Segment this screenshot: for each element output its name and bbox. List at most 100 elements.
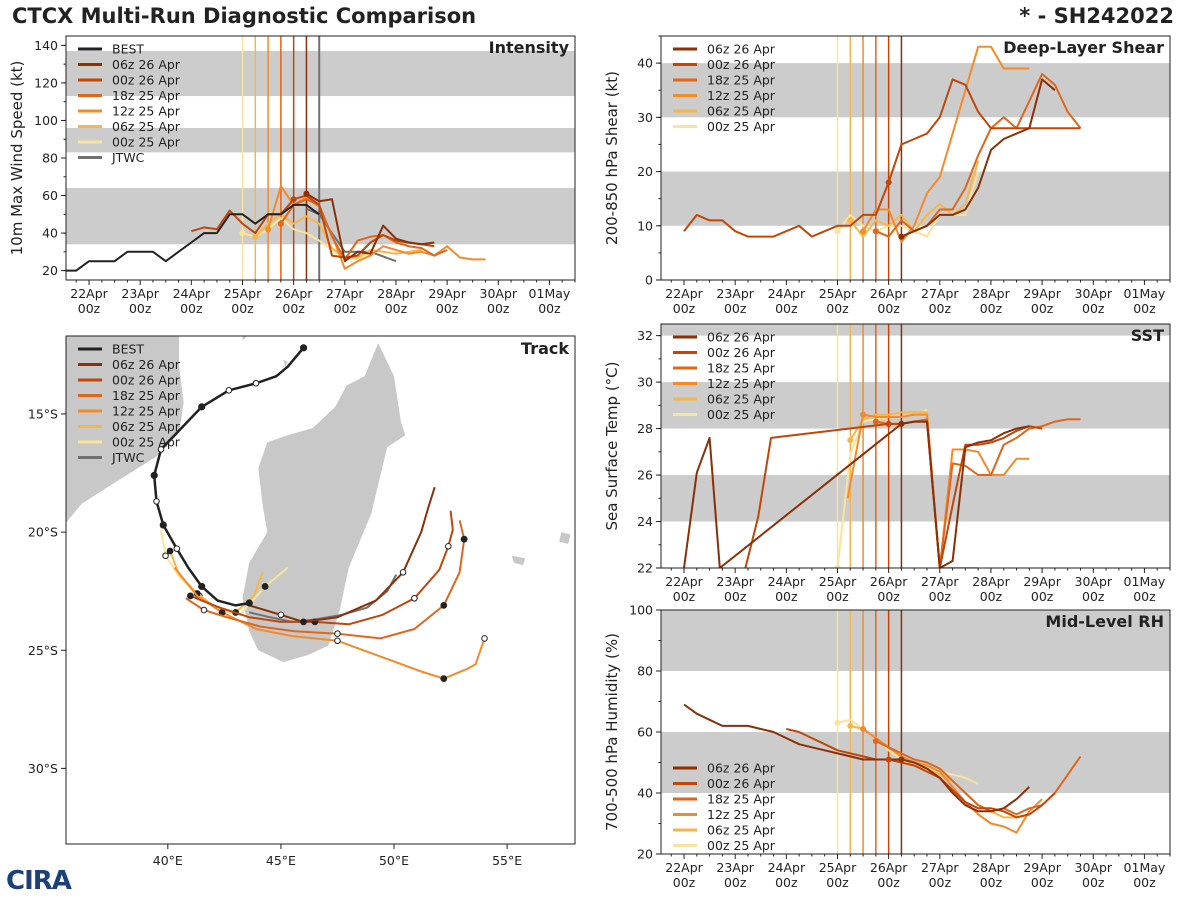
sst-legend-label-18z-25-apr: 18z 25 Apr — [707, 361, 776, 376]
rh-y-tick-label: 80 — [637, 664, 653, 679]
rh-y-tick-label: 60 — [637, 725, 653, 740]
storm-id: * - SH242022 — [1019, 4, 1174, 28]
sst-x-tick-label-hour: 00z — [929, 589, 952, 604]
sst-legend-label-00z-25-apr: 00z 25 Apr — [707, 407, 776, 422]
rh-x-tick-label-hour: 00z — [1133, 875, 1156, 890]
track-legend-label-12z-25-apr: 12z 25 Apr — [112, 404, 181, 419]
track-point-filled-00z-25-apr — [261, 583, 269, 590]
rh-legend-label-06z-26-apr: 06z 26 Apr — [707, 761, 776, 776]
intensity-x-tick-label-day: 26Apr — [275, 286, 313, 301]
best-track-point-filled — [159, 521, 167, 529]
shear-x-tick-label-day: 25Apr — [819, 286, 857, 301]
shear-x-tick-label-hour: 00z — [673, 301, 696, 316]
shear-x-tick-label-hour: 00z — [724, 301, 747, 316]
rh-panel: 22Apr00z23Apr00z24Apr00z25Apr00z26Apr00z… — [603, 603, 1171, 890]
intensity-legend-label-00z-26-apr: 00z 26 Apr — [112, 73, 181, 88]
intensity-y-tick-label: 120 — [34, 75, 58, 90]
shear-x-tick-label-hour: 00z — [1082, 301, 1105, 316]
intensity-band-2 — [66, 51, 575, 97]
intensity-init-point-00z-25-apr — [239, 230, 246, 237]
best-track-point-open — [173, 545, 181, 552]
sst-x-tick-label-hour: 00z — [1133, 589, 1156, 604]
best-track-point-filled — [198, 582, 206, 591]
track-point-filled-12z-25-apr — [218, 609, 226, 616]
shear-x-tick-label-hour: 00z — [826, 301, 849, 316]
intensity-legend-label-18z-25-apr: 18z 25 Apr — [112, 88, 181, 103]
track-legend-label-jtwc: JTWC — [111, 450, 145, 465]
intensity-legend-label-06z-25-apr: 06z 25 Apr — [112, 119, 181, 134]
rh-series-00z-26-apr — [786, 728, 1056, 819]
intensity-legend-label-12z-25-apr: 12z 25 Apr — [112, 104, 181, 119]
sst-x-tick-label-day: 28Apr — [972, 574, 1010, 589]
rh-init-point-18z-25-apr — [872, 738, 879, 745]
shear-y-tick-label: 0 — [645, 273, 653, 288]
intensity-y-tick-label: 140 — [34, 38, 58, 53]
sst-frame — [660, 323, 1171, 569]
shear-legend-label-18z-25-apr: 18z 25 Apr — [707, 73, 776, 88]
track-y-tick-label: 15°S — [28, 406, 58, 421]
shear-init-point-18z-25-apr — [872, 228, 879, 235]
intensity-x-tick-label-hour: 00z — [282, 301, 305, 316]
shear-panel: 22Apr00z23Apr00z24Apr00z25Apr00z26Apr00z… — [603, 35, 1171, 316]
shear-legend-label-12z-25-apr: 12z 25 Apr — [707, 88, 776, 103]
intensity-x-tick-label-hour: 00z — [231, 301, 254, 316]
track-legend-label-06z-25-apr: 06z 25 Apr — [112, 419, 181, 434]
rh-legend-label-18z-25-apr: 18z 25 Apr — [707, 792, 776, 807]
shear-legend-label-00z-25-apr: 00z 25 Apr — [707, 119, 776, 134]
track-legend-label-06z-26-apr: 06z 26 Apr — [112, 357, 181, 372]
rh-x-tick-label-day: 30Apr — [1075, 860, 1113, 875]
shear-x-tick-label-hour: 00z — [929, 301, 952, 316]
shear-init-point-06z-26-apr — [898, 233, 905, 240]
sst-y-tick-label: 26 — [637, 468, 653, 483]
intensity-init-point-06z-25-apr — [252, 233, 259, 240]
best-track-point-open — [225, 387, 233, 394]
figure-title: CTCX Multi-Run Diagnostic Comparison — [12, 4, 477, 28]
best-track-point-filled — [299, 344, 308, 352]
sst-x-tick-label-hour: 00z — [1082, 589, 1105, 604]
intensity-init-point-12z-25-apr — [265, 226, 272, 233]
track-legend-label-18z-25-apr: 18z 25 Apr — [112, 388, 181, 403]
shear-x-tick-label-hour: 00z — [1031, 301, 1054, 316]
shear-series-00z-26-apr — [683, 78, 1081, 238]
track-point-open-00z-26-apr — [411, 594, 418, 602]
intensity-x-tick-label-hour: 00z — [436, 301, 459, 316]
shear-x-tick-label-hour: 00z — [980, 301, 1003, 316]
land-mauritius — [559, 532, 571, 544]
rh-x-tick-label-hour: 00z — [775, 875, 798, 890]
intensity-series-18z-25-apr — [280, 198, 448, 261]
sst-x-tick-label-day: 29Apr — [1023, 574, 1061, 589]
rh-series-06z-26-apr — [683, 703, 1030, 813]
intensity-legend-label-best: BEST — [112, 42, 144, 57]
shear-frame — [660, 35, 1171, 281]
shear-y-tick-label: 20 — [637, 164, 653, 179]
land-mozambique — [66, 336, 184, 523]
rh-legend-label-00z-25-apr: 00z 25 Apr — [707, 838, 776, 853]
rh-x-tick-label-day: 23Apr — [716, 860, 754, 875]
shear-x-tick-label-hour: 00z — [1133, 301, 1156, 316]
track-point-open-12z-25-apr — [334, 637, 341, 645]
rh-x-tick-label-day: 01May — [1124, 860, 1166, 875]
sst-series-06z-26-apr — [683, 420, 1030, 568]
rh-legend-label-06z-25-apr: 06z 25 Apr — [707, 823, 776, 838]
sst-x-tick-label-day: 01May — [1124, 574, 1166, 589]
intensity-x-tick-label-hour: 00z — [334, 301, 357, 316]
sst-x-tick-label-day: 25Apr — [819, 574, 857, 589]
track-point-open-06z-26-apr — [399, 568, 407, 576]
intensity-x-tick-label-day: 24Apr — [173, 286, 211, 301]
sst-y-tick-label: 32 — [637, 328, 653, 343]
track-x-tick-label: 45°E — [266, 853, 296, 868]
sst-panel-title: SST — [1131, 326, 1164, 345]
track-x-tick-label: 50°E — [379, 853, 409, 868]
rh-y-axis-label: 700-500 hPa Humidity (%) — [603, 633, 621, 831]
intensity-x-tick-label-day: 25Apr — [224, 286, 262, 301]
best-track-point-open — [252, 379, 260, 387]
rh-x-tick-label-day: 25Apr — [819, 860, 857, 875]
sst-y-tick-label: 28 — [637, 421, 653, 436]
best-track-point-filled — [198, 403, 206, 411]
intensity-y-tick-label: 80 — [42, 151, 58, 166]
rh-x-tick-label-hour: 00z — [877, 875, 900, 890]
track-point-filled-06z-26-apr — [300, 618, 307, 626]
track-point-open-18z-25-apr — [334, 630, 341, 638]
shear-init-point-06z-25-apr — [847, 217, 854, 224]
shear-x-tick-label-hour: 00z — [775, 301, 798, 316]
